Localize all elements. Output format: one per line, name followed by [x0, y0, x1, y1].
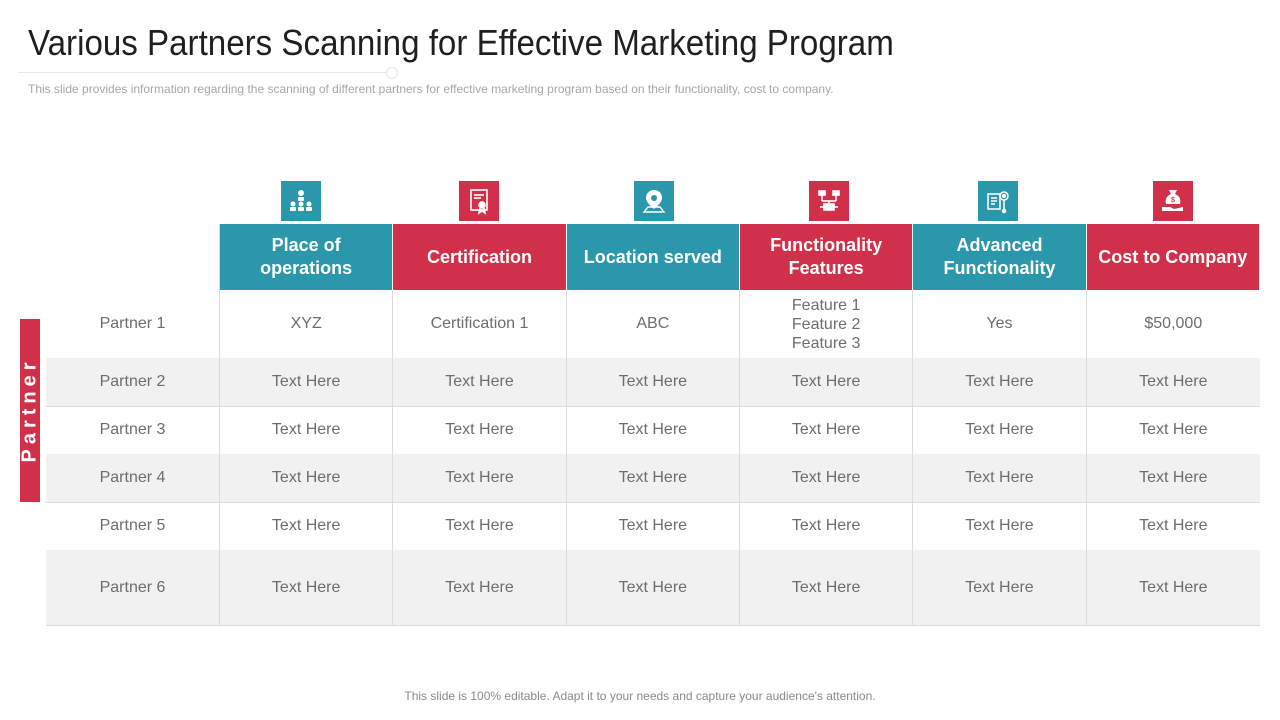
- page-subtitle: This slide provides information regardin…: [28, 82, 834, 96]
- table-cell: Yes: [913, 290, 1087, 358]
- table-cell: Text Here: [740, 502, 914, 550]
- table-cell: Text Here: [393, 454, 567, 502]
- table-cell: Text Here: [740, 358, 914, 406]
- table-row: Partner 4 Text Here Text Here Text Here …: [46, 454, 1260, 503]
- circuit-board-icon: [809, 181, 849, 221]
- table-cell: Text Here: [567, 454, 740, 502]
- table-cell: Text Here: [913, 454, 1087, 502]
- table-row: Partner 3 Text Here Text Here Text Here …: [46, 406, 1260, 455]
- title-divider: [18, 72, 398, 73]
- table-cell: Feature 1 Feature 2 Feature 3: [740, 290, 914, 358]
- partner-name-cell: Partner 5: [46, 502, 220, 550]
- table-cell: Text Here: [567, 502, 740, 550]
- table-cell: Text Here: [393, 406, 567, 454]
- partner-side-label: Partner: [18, 357, 41, 463]
- people-network-icon: [281, 181, 321, 221]
- column-header: Certification: [393, 224, 567, 290]
- table-cell: Text Here: [567, 358, 740, 406]
- table-cell: Text Here: [913, 406, 1087, 454]
- table-cell: Text Here: [220, 358, 394, 406]
- svg-text:$: $: [1171, 197, 1175, 204]
- table-header-row: Place of operations Certification Locatio…: [46, 224, 1260, 290]
- table-cell: ABC: [567, 290, 740, 358]
- table-cell: XYZ: [220, 290, 394, 358]
- title-divider-dot: [386, 67, 398, 79]
- table-cell: Text Here: [1139, 517, 1208, 534]
- footer-note: This slide is 100% editable. Adapt it to…: [404, 689, 876, 703]
- column-header: Cost to Company: [1086, 224, 1260, 290]
- table-cell: Text Here: [393, 550, 567, 625]
- table-cell: Text Here: [1139, 469, 1208, 486]
- table-cell: Certification 1: [393, 290, 567, 358]
- table-cell: Text Here: [913, 550, 1087, 625]
- table-cell: Text Here: [1139, 578, 1208, 596]
- partner-name-cell: Partner 1: [46, 290, 220, 358]
- table-row: Partner 6 Text Here Text Here Text Here …: [46, 550, 1260, 626]
- partner-name-cell: Partner 4: [46, 454, 220, 502]
- table-cell: Text Here: [393, 502, 567, 550]
- column-header: Advanced Functionality: [913, 224, 1087, 290]
- partner-name-cell: Partner 3: [46, 406, 220, 454]
- table-cell: Text Here: [1139, 373, 1208, 390]
- table-cell: Text Here: [913, 358, 1087, 406]
- partner-side-band: [20, 319, 40, 502]
- table-cell: Text Here: [567, 550, 740, 625]
- header-blank-cell: [46, 224, 220, 290]
- column-header: Location served: [566, 224, 740, 290]
- column-header: Place of operations: [220, 224, 394, 290]
- location-pin-icon: [634, 181, 674, 221]
- table-cell: Text Here: [220, 406, 394, 454]
- table-cell: Text Here: [740, 454, 914, 502]
- table-cell: Text Here: [740, 406, 914, 454]
- certificate-icon: [459, 181, 499, 221]
- column-header: Functionality Features: [739, 224, 914, 290]
- gear-document-icon: [978, 181, 1018, 221]
- table-row: Partner 1 XYZ Certification 1 ABC Featur…: [46, 290, 1260, 359]
- page-title: Various Partners Scanning for Effective …: [28, 22, 894, 63]
- table-cell: Text Here: [913, 502, 1087, 550]
- table-cell: Text Here: [220, 502, 394, 550]
- partner-name-cell: Partner 6: [46, 550, 220, 625]
- table-cell: Text Here: [567, 406, 740, 454]
- table-row: Partner 2 Text Here Text Here Text Here …: [46, 358, 1260, 407]
- table-cell: Text Here: [220, 454, 394, 502]
- table-cell: $50,000: [1144, 315, 1203, 332]
- table-cell: Text Here: [393, 358, 567, 406]
- table-cell: Text Here: [740, 550, 914, 625]
- table-row: Partner 5 Text Here Text Here Text Here …: [46, 502, 1260, 551]
- partner-name-cell: Partner 2: [46, 358, 220, 406]
- money-bag-hand-icon: $: [1153, 181, 1193, 221]
- table-cell: Text Here: [1139, 421, 1208, 438]
- table-cell: Text Here: [220, 550, 394, 625]
